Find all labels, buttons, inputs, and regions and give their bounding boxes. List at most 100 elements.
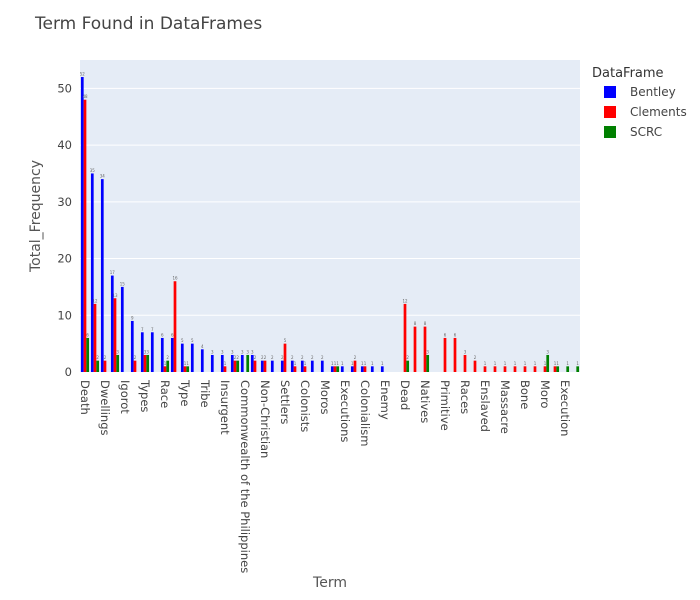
bar-bentley: [340, 366, 344, 372]
bar-clements: [403, 303, 407, 372]
y-tick-label: 0: [65, 365, 72, 379]
bar-clements: [283, 343, 287, 372]
x-tick-label: Enemy: [378, 380, 392, 420]
bar-value-label: 16: [172, 276, 178, 281]
legend-swatch-clements: [604, 106, 616, 118]
bar-bentley: [210, 354, 214, 372]
bar-scrc: [336, 366, 340, 372]
bar-value-label: 13: [112, 293, 118, 298]
bar-value-label: 7: [151, 327, 154, 332]
bar-value-label: 2: [166, 355, 169, 360]
x-tick-label: Death: [78, 380, 92, 415]
bar-bentley: [170, 337, 174, 372]
bar-value-label: 2: [234, 355, 237, 360]
bar-bentley: [160, 337, 164, 372]
bar-clements: [333, 366, 337, 372]
bar-value-label: 1: [514, 361, 517, 366]
bar-scrc: [86, 337, 90, 372]
bar-value-label: 3: [251, 349, 254, 354]
bar-value-label: 6: [171, 332, 174, 337]
bar-value-label: 1: [371, 361, 374, 366]
legend-title: DataFrame: [592, 66, 664, 81]
bar-clements: [93, 303, 97, 372]
bar-value-label: 3: [246, 349, 249, 354]
y-tick-label: 10: [57, 308, 72, 322]
bar-value-label: 35: [90, 168, 96, 173]
bar-bentley: [220, 354, 224, 372]
bar-clements: [463, 354, 467, 372]
bar-value-label: 2: [406, 355, 409, 360]
bar-value-label: 2: [134, 355, 137, 360]
bar-bentley: [190, 343, 194, 372]
bar-value-label: 2: [104, 355, 107, 360]
bar-value-label: 8: [414, 321, 417, 326]
bar-value-label: 2: [311, 355, 314, 360]
bar-value-label: 5: [191, 338, 194, 343]
bar-bentley: [100, 179, 104, 372]
bar-bentley: [310, 360, 314, 372]
bar-clements: [133, 360, 137, 372]
bar-value-label: 2: [291, 355, 294, 360]
legend-item-bentley: Bentley: [630, 85, 676, 99]
bar-clements: [303, 366, 307, 372]
bar-clements: [363, 366, 367, 372]
bar-scrc: [116, 354, 120, 372]
legend-swatch-scrc: [604, 126, 616, 138]
x-tick-label: Colonialism: [358, 380, 372, 446]
bar-value-label: 9: [131, 315, 134, 320]
bar-clements: [293, 366, 297, 372]
bar-clements: [423, 326, 427, 372]
bar-value-label: 12: [92, 298, 98, 303]
bar-bentley: [130, 320, 134, 372]
bar-bentley: [200, 349, 204, 372]
bar-value-label: 2: [254, 355, 257, 360]
bar-value-label: 8: [424, 321, 427, 326]
bar-bentley: [370, 366, 374, 372]
bar-value-label: 2: [321, 355, 324, 360]
bar-value-label: 1: [361, 361, 364, 366]
bar-scrc: [566, 366, 570, 372]
bar-value-label: 2: [261, 355, 264, 360]
bar-value-label: 5: [181, 338, 184, 343]
x-tick-label: Commonwealth of the Philippines: [238, 380, 252, 573]
y-tick-label: 30: [57, 195, 72, 209]
y-tick-label: 40: [57, 138, 72, 152]
bar-value-label: 2: [264, 355, 267, 360]
bar-bentley: [300, 360, 304, 372]
bar-value-label: 1: [304, 361, 307, 366]
bar-clements: [533, 366, 537, 372]
x-axis-title: Term: [312, 575, 347, 591]
y-axis-ticks: 0 10 20 30 40 50: [57, 81, 72, 379]
x-tick-label: Igorot: [118, 380, 132, 414]
bar-value-label: 17: [110, 270, 116, 275]
bar-clements: [483, 366, 487, 372]
plot-area: [80, 60, 580, 372]
bar-clements: [553, 366, 557, 372]
x-tick-label: Settlers: [278, 380, 292, 424]
x-tick-label: Bone: [518, 380, 532, 409]
x-tick-label: Types: [138, 379, 152, 412]
bar-value-label: 1: [544, 361, 547, 366]
bar-value-label: 15: [120, 281, 126, 286]
x-tick-label: Dead: [398, 380, 412, 410]
bar-bentley: [280, 360, 284, 372]
bar-value-label: 1: [576, 361, 579, 366]
legend-item-scrc: SCRC: [630, 125, 662, 139]
x-tick-label: Moros: [318, 380, 332, 414]
bar-value-label: 3: [146, 349, 149, 354]
bar-value-label: 7: [141, 327, 144, 332]
bar-value-label: 6: [161, 332, 164, 337]
x-tick-label: Execution: [558, 380, 572, 436]
bar-value-label: 4: [201, 344, 204, 349]
bar-scrc: [406, 360, 410, 372]
bar-value-label: 3: [221, 349, 224, 354]
bar-clements: [443, 337, 447, 372]
bar-clements: [543, 366, 547, 372]
y-axis-title: Total_Frequency: [28, 160, 44, 273]
bar-bentley: [180, 343, 184, 372]
bar-scrc: [146, 354, 150, 372]
bar-value-label: 1: [554, 361, 557, 366]
bar-value-label: 5: [284, 338, 287, 343]
bar-bentley: [380, 366, 384, 372]
